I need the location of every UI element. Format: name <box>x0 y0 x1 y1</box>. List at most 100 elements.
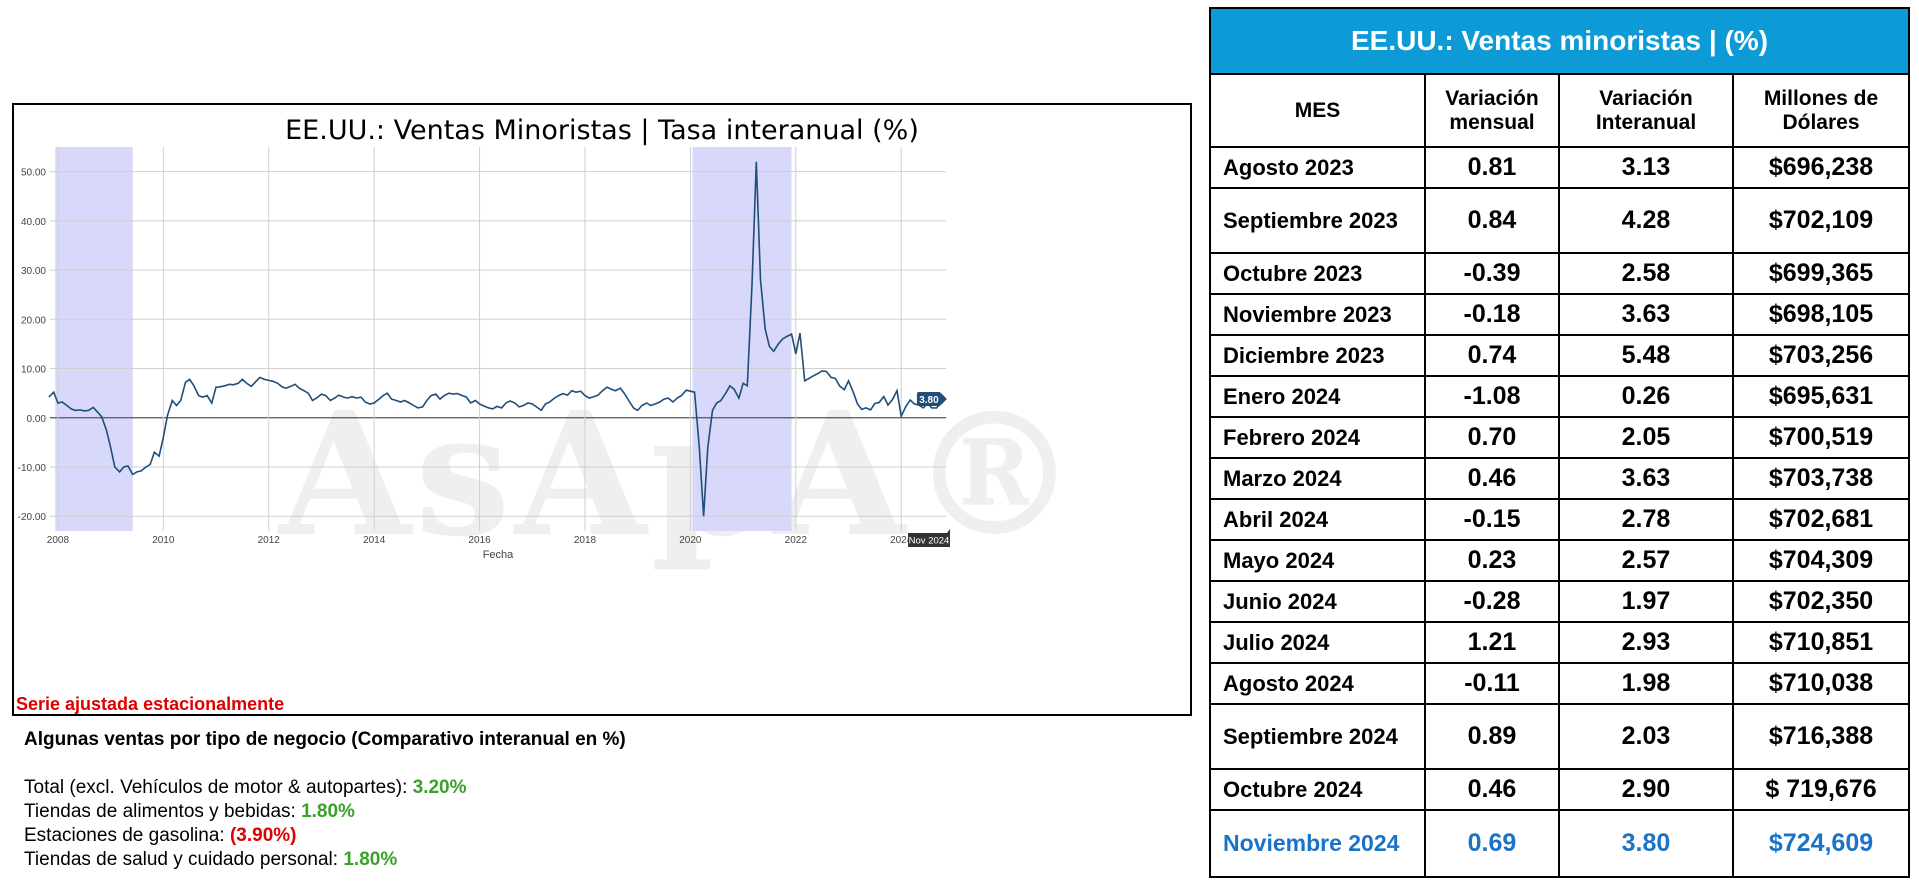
column-header-line: MES <box>1294 98 1341 122</box>
cell-millones: $703,738 <box>1732 457 1908 500</box>
table-header-row: MES Variación mensual Variación Interanual Mi… <box>1211 75 1908 148</box>
column-header-line: mensual <box>1449 110 1535 134</box>
x-axis-label: Fecha <box>483 549 514 561</box>
y-tick-label: 10.00 <box>21 365 46 376</box>
breakdown-value: 3.20% <box>412 777 467 798</box>
table-row: Agosto 2024 -0.11 1.98 $710,038 <box>1211 662 1908 705</box>
x-tick-label: 2008 <box>47 535 70 546</box>
cell-mensual: 0.46 <box>1424 457 1560 500</box>
cell-mensual: 1.21 <box>1424 621 1560 664</box>
breakdown-value: 1.80% <box>301 801 355 822</box>
table-row: Febrero 2024 0.70 2.05 $700,519 <box>1211 416 1908 459</box>
table-row: Julio 2024 1.21 2.93 $710,851 <box>1211 621 1908 664</box>
end-date-label: Nov 2024 <box>909 536 950 547</box>
y-tick-label: -20.00 <box>18 512 47 523</box>
x-tick-label: 2020 <box>679 535 702 546</box>
end-markers: 3.80 Nov 2024 <box>908 392 950 547</box>
cell-mes: Octubre 2023 <box>1211 252 1426 295</box>
table-row: Diciembre 2023 0.74 5.48 $703,256 <box>1211 334 1908 377</box>
grid-lines <box>50 147 946 531</box>
table-title: EE.UU.: Ventas minoristas | (%) <box>1211 9 1908 75</box>
cell-mensual: -0.15 <box>1424 498 1560 541</box>
table-row: Abril 2024 -0.15 2.78 $702,681 <box>1211 498 1908 541</box>
table-row: Septiembre 2024 0.89 2.03 $716,388 <box>1211 703 1908 770</box>
cell-interanual: 2.58 <box>1558 252 1734 295</box>
last-value-badge <box>916 392 941 407</box>
business-breakdown: Algunas ventas por tipo de negocio (Comp… <box>24 728 626 872</box>
x-tick-label: 2012 <box>258 535 281 546</box>
table-row: Agosto 2023 0.81 3.13 $696,238 <box>1211 146 1908 189</box>
cell-mensual: 0.74 <box>1424 334 1560 377</box>
cell-mes: Enero 2024 <box>1211 375 1426 418</box>
cell-millones: $704,309 <box>1732 539 1908 582</box>
cell-mensual: 0.84 <box>1424 187 1560 254</box>
x-tick-label: 2010 <box>152 535 175 546</box>
y-tick-label: 20.00 <box>21 315 46 326</box>
cell-mes: Septiembre 2024 <box>1211 703 1426 770</box>
table-row: Noviembre 2024 0.69 3.80 $724,609 <box>1211 809 1908 878</box>
cell-interanual: 3.63 <box>1558 457 1734 500</box>
recession-band-0 <box>55 147 133 531</box>
cell-mes: Marzo 2024 <box>1211 457 1426 500</box>
cell-interanual: 3.63 <box>1558 293 1734 336</box>
column-header: MES <box>1211 75 1426 148</box>
cell-millones: $699,365 <box>1732 252 1908 295</box>
breakdown-item: Tiendas de salud y cuidado personal: 1.8… <box>24 848 626 872</box>
table-row: Octubre 2023 -0.39 2.58 $699,365 <box>1211 252 1908 295</box>
cell-mes: Febrero 2024 <box>1211 416 1426 459</box>
cell-mes: Agosto 2024 <box>1211 662 1426 705</box>
breakdown-title: Algunas ventas por tipo de negocio (Comp… <box>24 729 626 750</box>
cell-millones: $702,681 <box>1732 498 1908 541</box>
cell-interanual: 3.80 <box>1558 809 1734 878</box>
cell-interanual: 3.13 <box>1558 146 1734 189</box>
cell-mes: Diciembre 2023 <box>1211 334 1426 377</box>
cell-interanual: 2.78 <box>1558 498 1734 541</box>
cell-millones: $698,105 <box>1732 293 1908 336</box>
cell-millones: $710,038 <box>1732 662 1908 705</box>
breakdown-label: Tiendas de alimentos y bebidas: <box>24 801 302 822</box>
cell-mes: Noviembre 2024 <box>1211 809 1426 878</box>
last-value-label: 3.80 <box>919 395 939 406</box>
breakdown-value: 1.80% <box>343 849 398 870</box>
table-row: Septiembre 2023 0.84 4.28 $702,109 <box>1211 187 1908 254</box>
data-table: MES Variación mensual Variación Interanual Mi… <box>1211 75 1908 878</box>
cell-mensual: -1.08 <box>1424 375 1560 418</box>
cell-interanual: 1.97 <box>1558 580 1734 623</box>
cell-millones: $700,519 <box>1732 416 1908 459</box>
breakdown-label: Total (excl. Vehículos de motor & autopa… <box>24 777 413 798</box>
cell-interanual: 2.05 <box>1558 416 1734 459</box>
cell-mensual: 0.81 <box>1424 146 1560 189</box>
cell-mes: Agosto 2023 <box>1211 146 1426 189</box>
cell-millones: $696,238 <box>1732 146 1908 189</box>
axis-labels: 50.00 40.00 30.00 20.00 10.00 0.00 -10.00 -20.0… <box>18 168 913 561</box>
end-date-arrow <box>947 529 950 537</box>
cell-mensual: 0.23 <box>1424 539 1560 582</box>
y-tick-label: 50.00 <box>21 168 46 179</box>
cell-millones: $703,256 <box>1732 334 1908 377</box>
cell-mensual: -0.11 <box>1424 662 1560 705</box>
column-header: Millones de Dólares <box>1732 75 1908 148</box>
recession-band-1 <box>692 147 792 531</box>
cell-interanual: 0.26 <box>1558 375 1734 418</box>
table-row: Mayo 2024 0.23 2.57 $704,309 <box>1211 539 1908 582</box>
recession-bands <box>55 147 792 531</box>
retail-sales-table: EE.UU.: Ventas minoristas | (%) MES Varia… <box>1209 7 1910 878</box>
chart-title: EE.UU.: Ventas Minoristas | Tasa interan… <box>285 115 919 146</box>
table-row: Marzo 2024 0.46 3.63 $703,738 <box>1211 457 1908 500</box>
last-value-arrow <box>940 393 947 406</box>
x-tick-label: 2014 <box>363 535 386 546</box>
cell-mes: Octubre 2024 <box>1211 768 1426 811</box>
cell-mensual: -0.18 <box>1424 293 1560 336</box>
cell-mes: Julio 2024 <box>1211 621 1426 664</box>
end-date-badge <box>908 533 950 547</box>
table-row: Junio 2024 -0.28 1.97 $702,350 <box>1211 580 1908 623</box>
column-header: Variación mensual <box>1424 75 1560 148</box>
cell-interanual: 5.48 <box>1558 334 1734 377</box>
cell-mes: Mayo 2024 <box>1211 539 1426 582</box>
chart-note: Serie ajustada estacionalmente <box>16 694 285 714</box>
cell-millones: $710,851 <box>1732 621 1908 664</box>
cell-mensual: 0.69 <box>1424 809 1560 878</box>
cell-interanual: 2.93 <box>1558 621 1734 664</box>
cell-millones: $716,388 <box>1732 703 1908 770</box>
cell-mes: Noviembre 2023 <box>1211 293 1426 336</box>
